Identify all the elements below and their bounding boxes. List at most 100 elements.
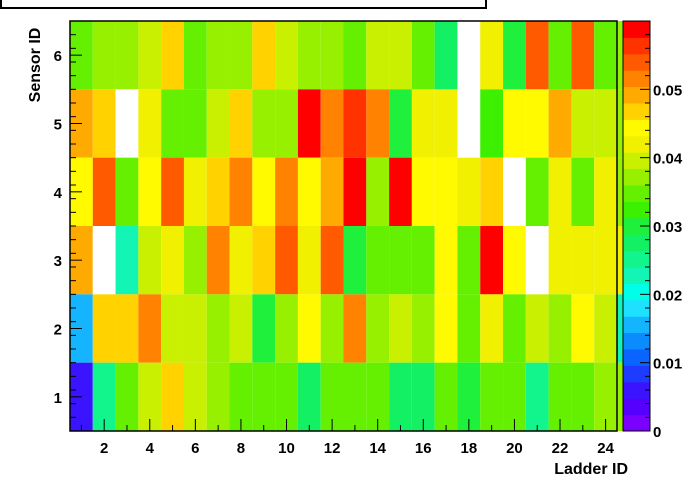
heatmap-cell [320,226,344,295]
heatmap-cell [320,157,344,226]
heatmap-cell [457,294,481,363]
heatmap-cell [161,157,184,226]
heatmap-cell [411,89,435,158]
heatmap-cell [275,89,298,158]
heatmap-cell [183,294,207,363]
heatmap-cell [548,21,572,90]
heatmap-cell [138,362,162,431]
heatmap-cell [480,157,504,226]
heatmap-cell [411,157,435,226]
colorbar-swatch [623,267,650,284]
x-tick-label: 22 [552,440,569,457]
colorbar-swatch [623,332,650,350]
heatmap-cell [503,362,526,431]
colorbar-swatch [623,53,650,71]
heatmap-cell [206,89,230,158]
heatmap-cell [480,294,504,363]
heatmap-cell [411,294,435,363]
heatmap-cell [183,362,207,431]
y-tick-label: 1 [54,390,62,407]
heatmap-cell [343,21,367,90]
colorbar-swatch [623,234,650,252]
heatmap-cell [434,89,458,158]
y-tick-label: 2 [54,322,62,339]
colorbar-swatch [623,316,650,334]
y-tick-label: 3 [54,253,62,270]
colorbar-swatch [623,152,650,170]
x-tick-label: 12 [324,440,341,457]
x-tick-label: 2 [100,440,108,457]
heatmap-cell [320,21,344,90]
heatmap-cell [503,226,526,295]
heatmap-cell [92,89,116,158]
heatmap-cell [503,21,526,90]
heatmap-cell [115,157,139,226]
heatmap-cell [571,21,595,90]
heatmap-cell [252,21,276,90]
x-tick-label: 18 [461,440,478,457]
colorbar-swatch [623,283,650,301]
heatmap-cell [503,157,526,226]
colorbar-swatch [623,217,650,235]
colorbar-swatch [623,250,650,268]
heatmap-cell [434,21,458,90]
x-tick-label: 8 [237,440,245,457]
heatmap-cell [389,226,412,295]
heatmap-cell [548,226,572,295]
heatmap-cell [434,157,458,226]
heatmap-cell [434,362,458,431]
heatmap-cell [320,294,344,363]
heatmap-cell [229,294,253,363]
heatmap-cell [525,294,549,363]
heatmap-cell [366,157,390,226]
heatmap-cell [297,157,321,226]
heatmap-cell [389,21,412,90]
heatmap-cell [297,226,321,295]
colorbar-swatch [623,135,650,153]
heatmap-cell [297,21,321,90]
x-tick-label: 16 [415,440,432,457]
heatmap-cell [411,21,435,90]
colorbar-swatch [623,381,650,399]
heatmap-cell [343,89,367,158]
y-axis: 1 2 3 4 5 6 [54,34,82,432]
heatmap-cell [343,362,367,431]
heatmap-cell [525,89,549,158]
heatmap-cell [343,157,367,226]
heatmap-cell [457,362,481,431]
heatmap-cell [183,157,207,226]
heatmap-cell [571,226,595,295]
heatmap-cell [138,89,162,158]
colorbar-swatch [623,86,650,104]
heatmap-cell [571,294,595,363]
heatmap-cell [366,362,390,431]
heatmap-cell [320,89,344,158]
x-tick-label: 6 [191,440,199,457]
heatmap-cell [229,89,253,158]
heatmap-cell [343,294,367,363]
heatmap-cell [115,89,139,158]
heatmap-cell [183,21,207,90]
colorbar-swatch [623,365,650,383]
colorbar-tick-label: 0.05 [653,82,682,99]
heatmap-cell [161,294,184,363]
heatmap-cell [275,226,298,295]
colorbar-swatch [623,103,650,120]
heatmap-cell [548,89,572,158]
heatmap-cell [275,157,298,226]
heatmap-cell [366,89,390,158]
heatmap-cell [434,294,458,363]
heatmap-cell [161,226,184,295]
colorbar-swatch [623,168,650,186]
heatmap-cell [138,294,162,363]
x-tick-label: 14 [369,440,386,457]
heatmap-cell [411,226,435,295]
heatmap-cell [343,226,367,295]
heatmap-cell [525,157,549,226]
heatmap-cell [183,226,207,295]
colorbar-swatch [623,398,650,416]
heatmap-cell [161,362,184,431]
heatmap-cell [229,157,253,226]
heatmap-cell [457,226,481,295]
